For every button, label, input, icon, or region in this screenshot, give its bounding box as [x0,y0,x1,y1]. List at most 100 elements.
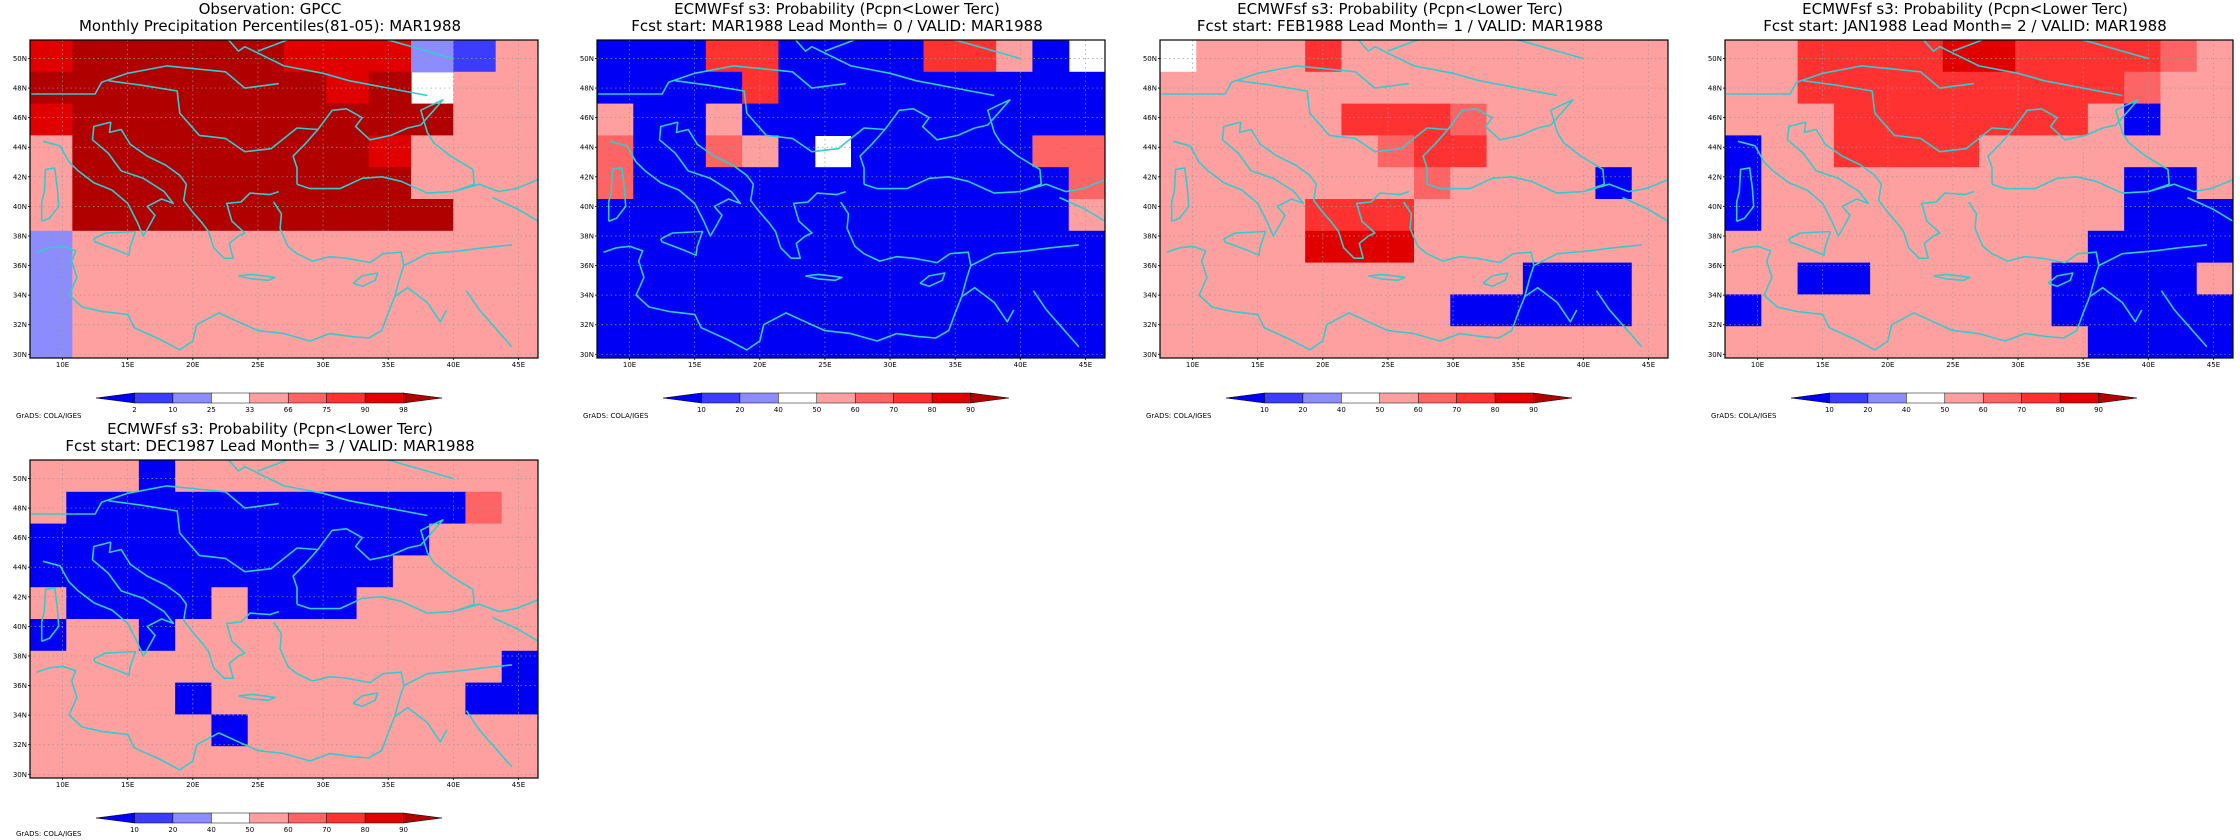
coastline [1172,121,1305,237]
grid-cell [157,326,200,358]
grid-cell [30,746,67,778]
lon-tick-label: 30E [2011,361,2024,369]
grid-cell [1196,103,1234,136]
grid-cell [495,199,538,232]
lat-tick-label: 46N [13,114,27,122]
lon-tick-label: 45E [512,361,525,369]
grid-cell [1486,326,1524,358]
grid-cell [959,135,997,168]
colorbar-swatch [95,392,135,404]
grid-cell [1305,326,1343,358]
lon-tick-label: 45E [1079,361,1092,369]
grid-cell [1833,167,1871,200]
grid-cell [241,199,285,232]
grid-cell [1559,199,1597,232]
coastline [492,196,538,222]
grid-cell [2160,103,2198,136]
grid-cell [1450,40,1488,73]
grid-cell [114,135,158,168]
grid-cell [1559,262,1597,295]
lat-tick-label: 32N [13,321,27,329]
grid-cell [851,135,888,168]
grid-cell [1833,326,1871,358]
grid-cell [501,587,538,620]
lat-tick-label: 48N [1143,85,1157,93]
grid-cell [2196,262,2233,295]
grid-cell [2196,135,2233,168]
grid-cell [887,135,925,168]
coastline [108,121,280,260]
grid-cell [1559,294,1597,327]
grid-cell [1196,135,1234,168]
grid-cell [1341,135,1379,168]
lon-tick-label: 45E [512,781,525,789]
grid-cell [1906,40,1944,73]
lon-tick-label: 10E [56,781,69,789]
coastline [465,710,513,768]
grid-cell [1032,71,1070,105]
lat-tick-label: 40N [580,203,594,211]
lon-tick-label: 25E [251,781,264,789]
grid-cell [1377,40,1415,73]
grid-cell [778,167,816,200]
panel-subtitle: Fcst start: FEB1988 Lead Month= 1 / VALI… [1196,17,1604,35]
colorbar-label: 10 [130,826,139,834]
grid-cell [633,135,671,168]
colorbar-label: 33 [245,406,254,414]
colorbar-label: 40 [774,406,783,414]
colorbar-swatch [95,812,135,824]
grid-cell [959,167,997,200]
colorbar-swatch [211,812,251,824]
lon-tick-label: 40E [1014,361,1027,369]
grid-cell [30,167,73,200]
grid-cell [1631,167,1668,200]
colorbar-swatch [893,392,933,404]
grid-cell [102,555,140,588]
lon-tick-label: 35E [949,361,962,369]
grads-credit: GrADS: COLA/IGES [16,830,82,838]
panel-title: ECMWFsf s3: Probability (Pcpn<Lower Terc… [1802,0,2128,18]
lat-tick-label: 34N [1143,292,1157,300]
grid-cell [72,199,116,232]
colorbar-label: 66 [284,406,293,414]
grid-cell [368,326,412,358]
lat-tick-label: 30N [580,351,594,359]
colorbar-swatch [326,812,366,824]
grid-cell [2160,135,2198,168]
grid-cell [1450,135,1488,168]
grid-cell [1942,294,1980,327]
grid-cell [241,103,285,136]
grid-cell [851,103,888,136]
grid-cell [72,40,116,73]
grid-cell [1797,135,1835,168]
grid-cell [199,40,243,73]
grid-cell [247,460,285,493]
grid-cell [1032,326,1070,358]
grid-cell [1450,294,1488,327]
grid-cell [1725,326,1762,358]
grid-cell [1870,262,1908,295]
grid-cell [1725,40,1762,73]
grid-cell [669,326,707,358]
colorbar-label: 75 [322,406,331,414]
grid-cell [1268,262,1306,295]
colorbar: 10 20 40 50 60 70 80 90 [662,392,1010,414]
grid-cell [392,587,430,620]
grads-credit: GrADS: COLA/IGES [583,412,649,420]
grid-cell [1032,135,1070,168]
coastline [1170,167,1190,222]
grid-cell [705,262,743,295]
colorbar-swatch [816,392,856,404]
lat-tick-label: 38N [13,652,27,660]
coastline [31,65,279,95]
colorbar-label: 50 [1940,406,1949,414]
lat-tick-label: 40N [1143,203,1157,211]
map-plot: 10E 15E 20E 25E 30E 35E 40E 45E 30N 32N 34N 36N 38N 4… [13,459,539,834]
grid-cell [1725,294,1762,327]
grid-cell [411,103,454,136]
grid-cell [247,523,285,556]
colorbar-swatch [172,392,212,404]
grid-cell [284,294,327,327]
colorbar-label: 10 [168,406,177,414]
coastline [1726,65,1974,95]
